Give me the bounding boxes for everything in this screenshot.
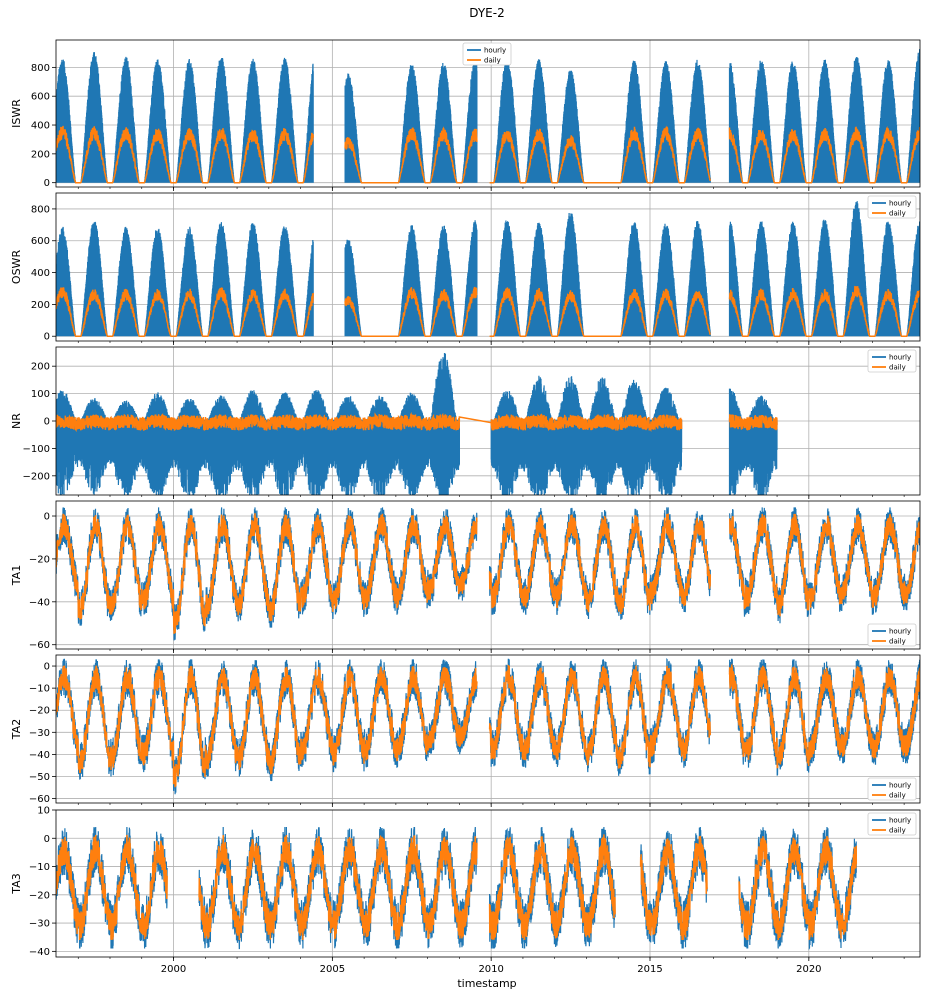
plot-area [56, 657, 920, 795]
axes-frame [55, 809, 921, 958]
y-tick-label: 0 [44, 662, 50, 673]
y-tick-label: 200 [31, 362, 50, 373]
y-axis-label: OSWR [10, 250, 23, 285]
legend-label-hourly: hourly [889, 782, 911, 790]
x-tick-label: 2005 [320, 964, 345, 975]
series-daily [56, 513, 920, 634]
series-daily [56, 285, 920, 337]
y-tick-label: −40 [29, 597, 50, 608]
legend-label-hourly: hourly [484, 47, 506, 55]
x-tick-label: 2015 [637, 964, 662, 975]
series-hourly [56, 826, 857, 951]
y-tick-label: −30 [29, 919, 50, 930]
y-tick-label: 10 [37, 806, 50, 817]
y-tick-label: −50 [29, 772, 50, 783]
y-axis-label: TA2 [10, 719, 23, 740]
legend-label-daily: daily [889, 210, 906, 218]
y-tick-label: −40 [29, 947, 50, 958]
axes-frame [55, 654, 921, 804]
panel-ta2: −60 −50 −40 −30 −20 −10 0 TA2 hourly daily [10, 654, 921, 807]
panel-ta1: −60 −40 −20 0 TA1 hourly daily [10, 500, 921, 653]
y-tick-label: 400 [31, 268, 50, 279]
y-tick-label: −60 [29, 640, 50, 651]
y-axis-label: TA1 [10, 565, 23, 586]
axes-frame [55, 192, 921, 342]
legend-label-daily: daily [484, 57, 501, 65]
plot-area [56, 507, 920, 641]
plot-area [56, 201, 920, 337]
plot-area [56, 353, 778, 495]
y-tick-label: 200 [31, 300, 50, 311]
y-tick-label: −60 [29, 794, 50, 805]
legend-label-hourly: hourly [889, 200, 911, 208]
y-axis-label: NR [10, 413, 23, 429]
y-tick-label: 0 [44, 417, 50, 428]
y-tick-label: 0 [44, 834, 50, 845]
y-tick-label: 200 [31, 149, 50, 160]
panels-group: 0 200 400 600 800 ISWR hourly daily 0 200 400 600 80… [10, 39, 921, 975]
x-axis-label: timestamp [457, 977, 516, 990]
y-tick-label: 600 [31, 92, 50, 103]
y-tick-label: −20 [29, 890, 50, 901]
y-tick-label: −20 [29, 706, 50, 717]
y-axis-label: ISWR [10, 99, 23, 128]
y-tick-label: −30 [29, 728, 50, 739]
panel-oswr: 0 200 400 600 800 OSWR hourly daily [10, 192, 921, 345]
series-daily [56, 834, 858, 941]
legend: hourly daily [867, 777, 917, 801]
legend-label-daily: daily [889, 827, 906, 835]
series-hourly [56, 353, 778, 495]
legend-label-daily: daily [889, 792, 906, 800]
axes-frame [55, 500, 921, 650]
legend: hourly daily [462, 42, 512, 66]
y-tick-label: 0 [44, 332, 50, 343]
x-tick-label: 2000 [161, 964, 186, 975]
legend: hourly daily [867, 623, 917, 647]
y-tick-label: 800 [31, 63, 50, 74]
legend: hourly daily [867, 195, 917, 219]
plot-area [56, 49, 920, 184]
y-tick-label: −40 [29, 750, 50, 761]
series-hourly [56, 49, 920, 183]
x-tick-label: 2020 [796, 964, 821, 975]
series-daily [56, 411, 778, 433]
series-daily [56, 125, 920, 184]
y-tick-label: −200 [23, 471, 50, 482]
legend: hourly daily [867, 812, 917, 836]
legend-label-hourly: hourly [889, 354, 911, 362]
legend-label-hourly: hourly [889, 817, 911, 825]
y-tick-label: −20 [29, 554, 50, 565]
y-tick-label: −10 [29, 862, 50, 873]
y-tick-label: −10 [29, 684, 50, 695]
legend-label-daily: daily [889, 638, 906, 646]
panel-ta3: −40 −30 −20 −10 0 10 TA3 hourly daily 2000 2005 201… [10, 806, 921, 975]
series-hourly [56, 201, 920, 337]
panel-nr: −200 −100 0 100 200 NR hourly daily [10, 346, 921, 499]
y-tick-label: −100 [23, 444, 50, 455]
axes-frame [55, 39, 921, 188]
y-axis-label: TA3 [10, 873, 23, 894]
legend-label-daily: daily [889, 364, 906, 372]
series-hourly [56, 507, 920, 641]
legend: hourly daily [867, 349, 917, 373]
y-tick-label: 600 [31, 236, 50, 247]
series-hourly [56, 657, 920, 795]
series-daily [56, 662, 920, 788]
y-tick-label: 100 [31, 389, 50, 400]
plot-area [56, 826, 858, 951]
chart-title: DYE-2 [469, 6, 504, 20]
y-tick-label: 800 [31, 204, 50, 215]
y-tick-label: 400 [31, 121, 50, 132]
y-tick-label: 0 [44, 512, 50, 523]
x-tick-label: 2010 [478, 964, 503, 975]
panel-iswr: 0 200 400 600 800 ISWR hourly daily [10, 39, 921, 191]
legend-label-hourly: hourly [889, 628, 911, 636]
y-tick-label: 0 [44, 178, 50, 189]
